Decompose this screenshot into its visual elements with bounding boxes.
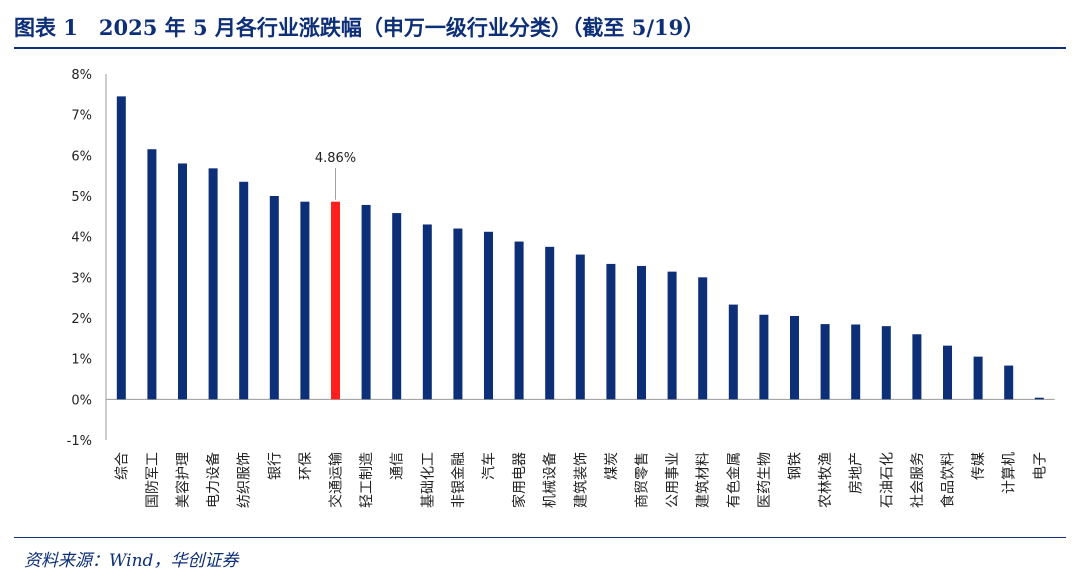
category-label: 商贸零售 <box>635 452 651 508</box>
bar-3 <box>208 168 218 400</box>
y-axis: 8% 7% 6% 5% 4% 3% 2% 1% 0% -1% <box>67 68 1055 449</box>
bar-22 <box>790 315 799 400</box>
category-label: 煤炭 <box>604 452 620 480</box>
bar-30 <box>1034 397 1044 400</box>
category-label: 建筑装饰 <box>573 452 589 508</box>
bar-14 <box>545 246 555 400</box>
category-label: 综合 <box>114 452 130 480</box>
category-label: 轻工制造 <box>359 452 375 508</box>
header: 图表 1 2025 年 5 月各行业涨跌幅（申万一级行业分类）（截至 5/19） <box>14 8 1066 44</box>
bar-16 <box>606 263 616 400</box>
annotation: 4.86% <box>315 151 356 200</box>
bar-18 <box>667 271 677 400</box>
category-label: 非银金融 <box>451 452 467 508</box>
category-label: 电力设备 <box>205 452 222 508</box>
category-label: 美容护理 <box>175 452 192 508</box>
category-label: 纺织服饰 <box>237 452 253 508</box>
category-label: 电子 <box>1032 452 1048 480</box>
category-label: 传媒 <box>971 452 987 480</box>
bar-5 <box>269 196 279 400</box>
source-note: 资料来源：Wind，华创证券 <box>24 551 239 571</box>
y-tick-label: 2% <box>71 312 92 327</box>
bar-8 <box>361 204 371 400</box>
category-label: 房地产 <box>849 452 865 494</box>
bar-24 <box>851 324 861 400</box>
category-label: 机械设备 <box>542 452 559 508</box>
category-label: 环保 <box>298 452 314 480</box>
bar-7 <box>331 201 340 400</box>
bar-15 <box>575 254 585 400</box>
category-label: 有色金属 <box>725 452 742 508</box>
x-axis: 综合 国防军工 美容护理 电力设备 纺织服饰 银行 环保 交通运输 轻工制造 通信 基础化工 非银金融… <box>114 452 1048 508</box>
category-label: 钢铁 <box>788 452 804 480</box>
y-tick-label: -1% <box>67 434 92 449</box>
bar-19 <box>698 277 708 400</box>
category-label: 社会服务 <box>910 452 926 508</box>
category-label: 计算机 <box>1002 452 1018 494</box>
category-label: 石油石化 <box>879 452 895 508</box>
category-label: 建筑材料 <box>696 452 712 508</box>
category-label: 食品饮料 <box>940 452 957 508</box>
category-label: 交通运输 <box>328 452 345 508</box>
category-label: 基础化工 <box>419 452 436 508</box>
bar-29 <box>1004 365 1014 400</box>
bar-0 <box>116 96 126 400</box>
data-label-highlight: 4.86% <box>315 151 356 166</box>
bar-10 <box>422 224 432 400</box>
bar-chart: 8% 7% 6% 5% 4% 3% 2% 1% 0% -1% 综合 国防军工 美容护理 电力设备 纺织服饰… <box>67 68 1055 508</box>
category-label: 汽车 <box>481 452 498 480</box>
category-label: 家用电器 <box>511 452 528 508</box>
category-label: 公用事业 <box>665 452 681 508</box>
bar-12 <box>484 231 493 400</box>
bar-17 <box>637 265 646 400</box>
y-tick-label: 1% <box>71 353 92 368</box>
bar-25 <box>881 326 891 400</box>
title-divider <box>14 47 1066 49</box>
bar-27 <box>943 345 952 400</box>
bar-6 <box>300 201 310 400</box>
bar-26 <box>912 334 922 400</box>
y-tick-label: 0% <box>71 393 92 408</box>
y-tick-label: 3% <box>71 271 92 286</box>
y-tick-label: 7% <box>71 109 92 124</box>
bar-23 <box>820 324 830 400</box>
chart-title: 图表 1 2025 年 5 月各行业涨跌幅（申万一级行业分类）（截至 5/19） <box>14 15 705 40</box>
category-label: 国防军工 <box>145 452 161 508</box>
bar-2 <box>178 163 187 400</box>
bar-4 <box>239 181 249 400</box>
y-tick-label: 5% <box>71 190 92 205</box>
bar-9 <box>392 213 402 400</box>
category-label: 医药生物 <box>757 452 773 508</box>
category-label: 通信 <box>390 452 406 480</box>
category-label: 银行 <box>267 452 283 480</box>
bar-21 <box>759 314 769 400</box>
bar-13 <box>514 241 524 400</box>
y-tick-label: 6% <box>71 149 92 164</box>
bar-20 <box>728 304 738 400</box>
y-tick-label: 8% <box>71 68 92 83</box>
bars <box>116 96 1044 400</box>
footer-divider <box>14 537 1066 538</box>
bar-11 <box>453 228 463 400</box>
y-tick-label: 4% <box>71 231 92 246</box>
bar-1 <box>147 149 157 400</box>
bar-28 <box>973 356 983 400</box>
category-label: 农林牧渔 <box>818 452 834 508</box>
